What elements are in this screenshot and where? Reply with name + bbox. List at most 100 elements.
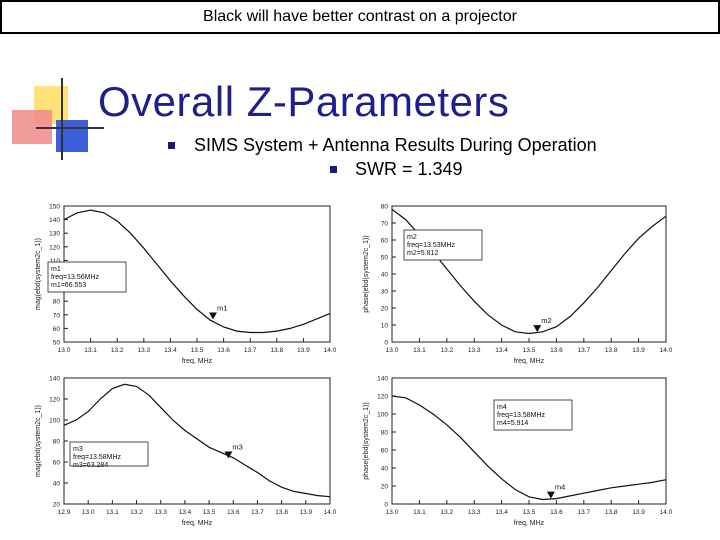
y-tick-label-1: 140 [49,217,60,224]
marker-readout-4: m4 [497,404,507,411]
x-axis-label-4: freq, MHz [514,520,545,527]
y-tick-label-3: 40 [53,481,61,488]
x-tick-label-2: 13.5 [523,347,536,354]
y-tick-label-2: 40 [381,272,389,279]
x-tick-label-1: 13.2 [111,347,124,354]
x-tick-label-3: 14.0 [324,509,337,516]
bullet-text-2: SWR = 1.349 [355,159,463,179]
marker-point-3 [224,451,233,459]
x-tick-label-2: 13.7 [577,347,590,354]
y-axis-label-4: phase(ebd(system2c_1)) [363,402,370,479]
x-tick-label-1: 13.1 [84,347,97,354]
x-tick-label-2: 14.0 [660,347,673,354]
x-tick-label-3: 12.9 [58,509,71,516]
y-tick-label-4: 0 [384,502,388,509]
x-tick-label-1: 13.6 [217,347,230,354]
x-tick-label-4: 13.5 [523,509,536,516]
x-tick-label-1: 13.4 [164,347,177,354]
y-tick-label-4: 80 [381,430,389,437]
marker-readout-4: m4=5.914 [497,420,528,427]
marker-box-1 [47,261,127,293]
x-tick-label-4: 13.2 [440,509,453,516]
x-tick-label-4: 13.1 [413,509,426,516]
y-tick-label-4: 100 [377,412,388,419]
x-tick-label-4: 13.4 [495,509,508,516]
x-axis-label-3: freq, MHz [182,520,213,527]
marker-box-4 [493,399,573,431]
marker-name-2: m2 [541,316,551,325]
y-tick-label-3: 60 [53,460,61,467]
marker-readout-4: freq=13.58MHz [497,412,546,419]
x-tick-label-2: 13.8 [605,347,618,354]
x-tick-label-4: 13.0 [386,509,399,516]
y-tick-label-1: 60 [53,326,61,333]
x-tick-label-1: 13.9 [297,347,310,354]
x-tick-label-2: 13.9 [632,347,645,354]
x-tick-label-2: 13.1 [413,347,426,354]
y-tick-label-2: 60 [381,238,389,245]
marker-box-2 [403,229,483,261]
x-axis-label-2: freq, MHz [514,358,545,364]
bullet-marker-2 [330,166,337,173]
series-line-1 [63,209,331,334]
y-tick-label-4: 60 [381,448,389,455]
marker-name-4: m4 [555,483,565,492]
x-tick-label-3: 13.3 [154,509,167,516]
plot-frame-3 [63,377,331,505]
x-tick-label-3: 13.9 [299,509,312,516]
marker-readout-2: freq=13.53MHz [407,242,456,249]
marker-readout-3: freq=13.58MHz [73,454,122,461]
y-tick-label-1: 110 [50,258,61,265]
y-tick-label-2: 50 [381,255,389,262]
marker-name-3: m3 [232,443,242,452]
x-tick-label-2: 13.3 [468,347,481,354]
marker-readout-2: m2=5.812 [407,250,438,257]
x-tick-label-2: 13.0 [386,347,399,354]
y-tick-label-1: 150 [49,204,60,211]
chart-panel-3: 20 40 60 80 100 120 140 12.9 13.0 13.1 13.2 13.3 13.… [30,370,346,530]
marker-box-3 [69,441,149,467]
y-tick-label-2: 20 [381,306,389,313]
y-tick-label-1: 50 [53,340,61,347]
marker-readout-3: m3=63.284 [73,462,108,469]
y-tick-label-1: 70 [53,312,61,319]
series-line-4 [391,395,667,501]
y-axis-label-1: mag(ebd(system2c_1)) [35,238,42,310]
bullet-marker-1 [168,142,175,149]
marker-readout-2: m2 [407,234,417,241]
y-tick-label-2: 80 [381,204,389,211]
y-tick-label-1: 80 [53,299,61,306]
marker-point-4 [546,491,555,499]
x-tick-label-1: 13.0 [58,347,71,354]
y-axis-label-2: phase(ebd(system2c_1)) [363,235,370,312]
x-tick-label-4: 13.8 [605,509,618,516]
chart-panel-1: 506070809010011012013014015013.013.113.2… [30,196,346,365]
banner-note: Black will have better contrast on a pro… [0,0,720,34]
y-tick-label-3: 120 [49,397,60,404]
marker-readout-3: m3 [73,446,83,453]
marker-name-1: m1 [217,303,227,312]
marker-point-2 [533,325,542,333]
marker-point-1 [208,312,217,320]
y-tick-label-4: 40 [381,466,389,473]
x-tick-label-4: 13.7 [577,509,590,516]
x-tick-label-4: 13.6 [550,509,563,516]
y-tick-label-4: 120 [377,394,388,401]
y-tick-label-2: 0 [384,340,388,347]
y-tick-label-4: 20 [381,484,389,491]
y-tick-label-2: 70 [381,221,389,228]
x-tick-label-3: 13.4 [179,509,192,516]
y-tick-label-4: 140 [377,376,388,383]
y-tick-label-3: 100 [49,418,60,425]
y-axis-label-3: mag(ebd(system2c_1)) [35,405,42,477]
x-tick-label-3: 13.1 [106,509,119,516]
x-tick-label-2: 13.2 [440,347,453,354]
y-tick-label-2: 10 [381,323,389,330]
x-tick-label-1: 13.7 [244,347,257,354]
chart-2: 0 10 20 30 40 50 60 70 80 13.0 13.1 13.2 13.3 13.4 13.… [363,204,673,365]
y-tick-label-3: 80 [53,439,61,446]
y-tick-label-2: 30 [381,289,389,296]
x-tick-label-1: 14.0 [324,347,337,354]
marker-readout-1: m1 [51,266,61,273]
marker-readout-1: freq=13.56MHz [51,274,100,281]
